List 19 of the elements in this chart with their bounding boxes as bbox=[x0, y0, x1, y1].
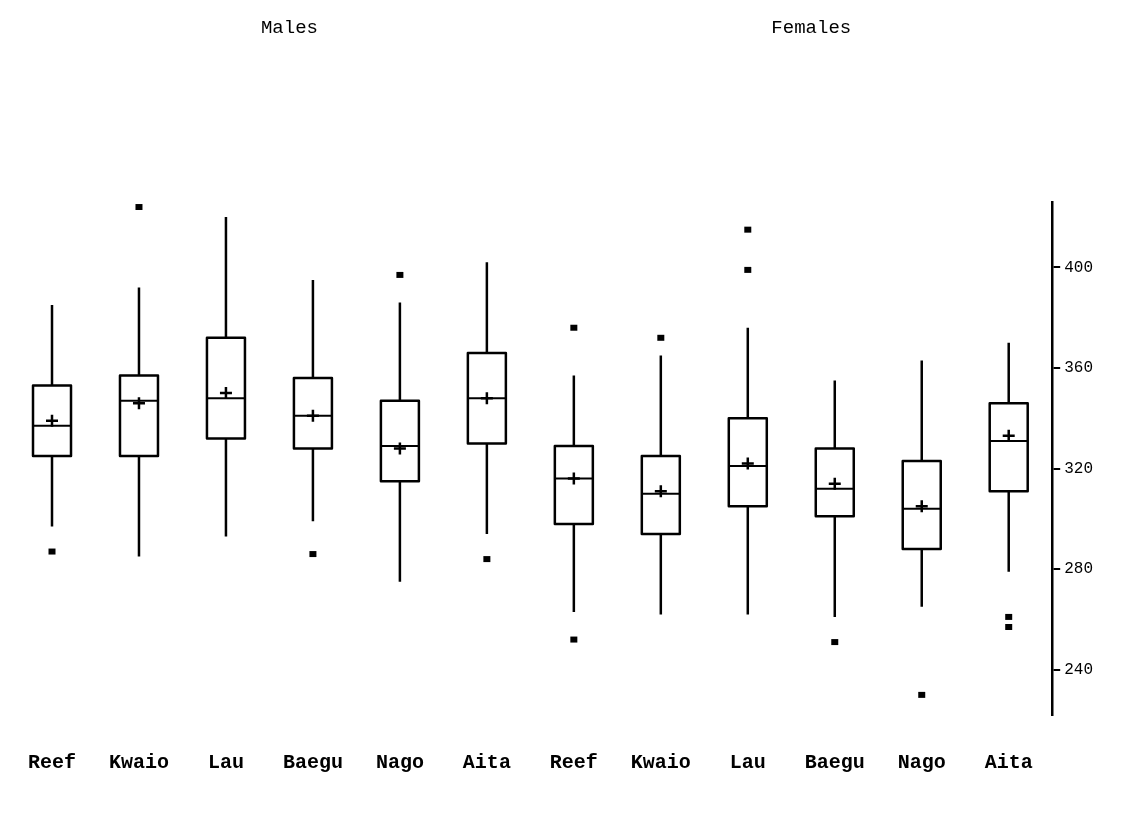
x-tick-label: Nago bbox=[897, 751, 946, 775]
x-tick-label: Aita bbox=[462, 751, 511, 775]
y-tick-label: 240 bbox=[1064, 660, 1094, 679]
x-tick-label: Reef bbox=[28, 751, 77, 775]
y-tick-label: 400 bbox=[1064, 258, 1094, 277]
x-tick-label: Kwaio bbox=[108, 751, 169, 775]
x-tick-label: Nago bbox=[375, 751, 424, 775]
x-tick-label: Baegu bbox=[282, 751, 343, 775]
text: Males bbox=[260, 17, 318, 40]
text: Females bbox=[771, 17, 852, 40]
x-tick-label: Lau bbox=[207, 751, 244, 775]
y-tick-label: 280 bbox=[1064, 560, 1094, 579]
y-tick-label: 320 bbox=[1064, 459, 1094, 478]
y-tick-label: 360 bbox=[1064, 359, 1094, 378]
x-tick-label: Kwaio bbox=[630, 751, 691, 775]
x-tick-label: Aita bbox=[984, 751, 1033, 775]
x-tick-label: Baegu bbox=[804, 751, 865, 775]
x-tick-label: Lau bbox=[729, 751, 766, 775]
x-tick-label: Reef bbox=[549, 751, 598, 775]
